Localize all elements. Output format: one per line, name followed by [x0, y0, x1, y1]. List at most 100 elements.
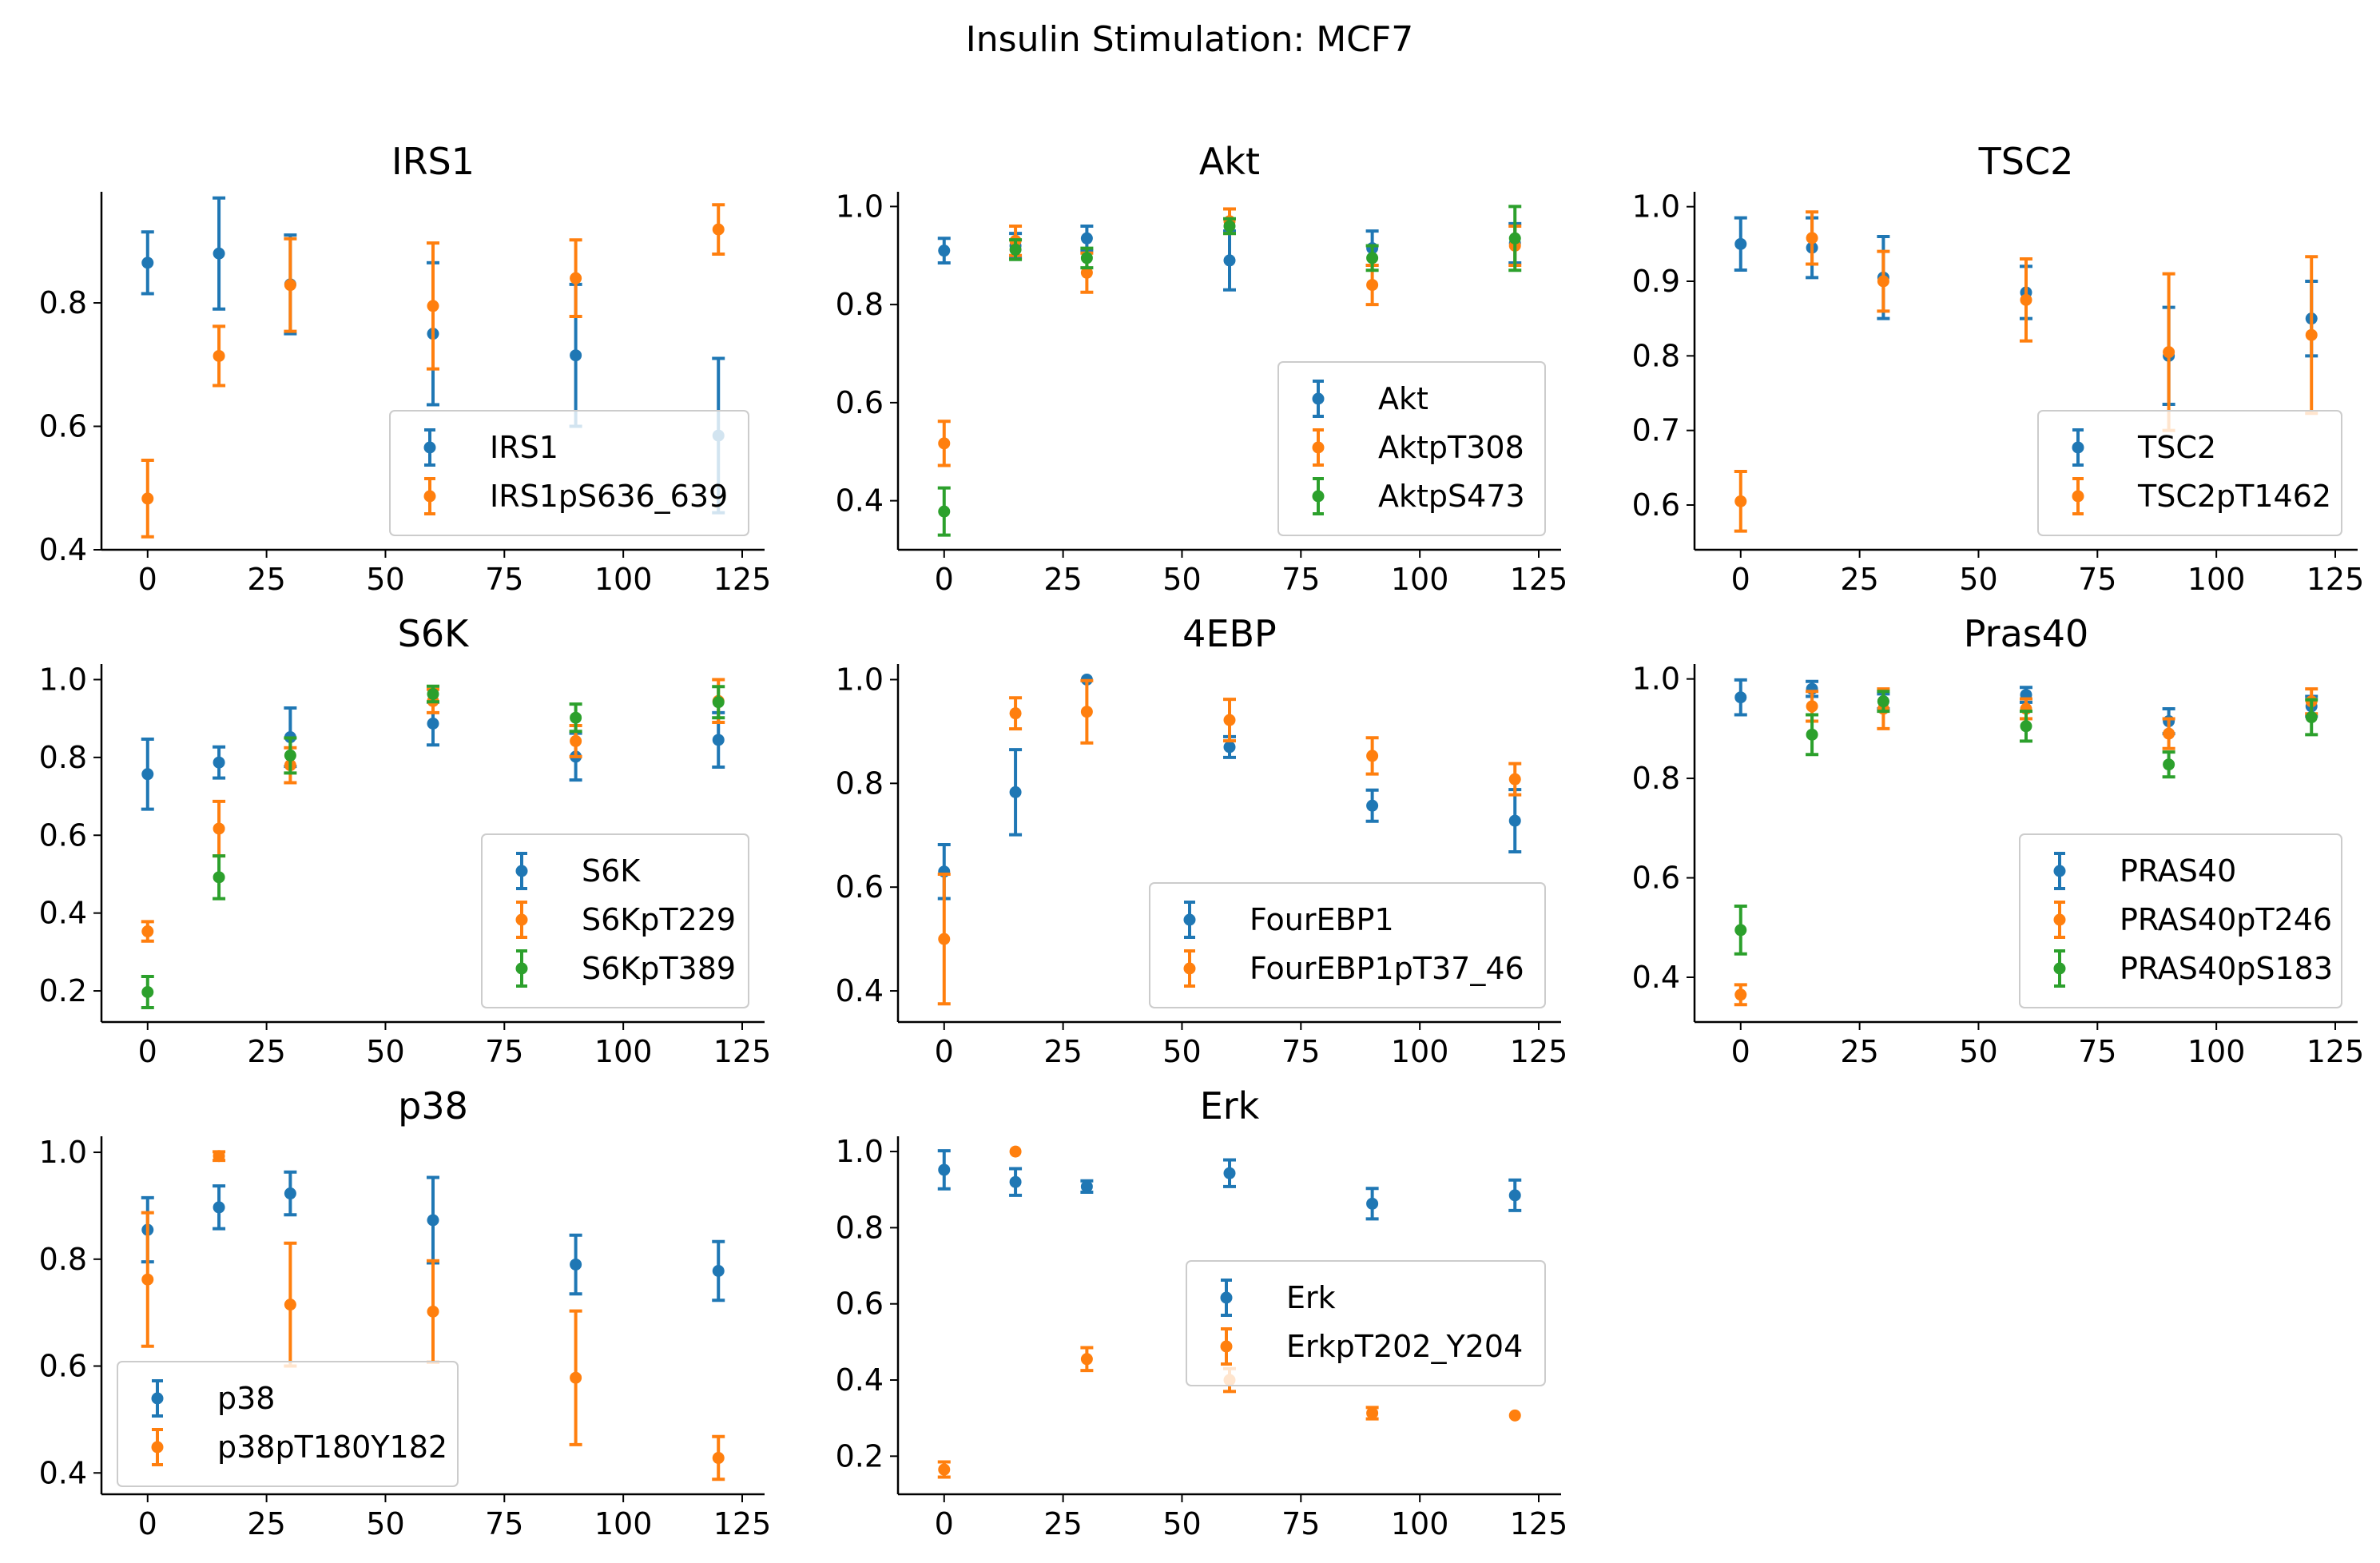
- y-tick-label: 0.4: [1632, 960, 1680, 995]
- y-tick-label: 1.0: [836, 1134, 884, 1169]
- data-point: [1009, 1175, 1022, 1188]
- y-tick-label: 0.8: [836, 1210, 884, 1245]
- panel-title: TSC2: [1978, 140, 2074, 183]
- data-point: [1508, 232, 1521, 245]
- panels: IRS1 0 25 50 75 100 125 0.4 0.6 0.8 IRS1 IRS1pS636_…: [39, 140, 2365, 1541]
- legend: Erk ErkpT202_Y204: [1186, 1260, 1546, 1386]
- x-tick-label: 0: [138, 1034, 157, 1069]
- legend-marker-dot: [1312, 490, 1325, 503]
- legend-marker-dot: [151, 1392, 164, 1405]
- x-tick-label: 125: [2306, 562, 2365, 597]
- data-point: [2163, 727, 2175, 740]
- y-tick-label: 0.6: [836, 385, 884, 420]
- data-point: [938, 933, 951, 945]
- data-point: [570, 349, 582, 362]
- data-point: [427, 687, 439, 700]
- x-tick-label: 0: [935, 1034, 954, 1069]
- data-point: [1366, 279, 1379, 292]
- y-tick-label: 0.8: [1632, 761, 1680, 796]
- x-tick-label: 100: [594, 1034, 653, 1069]
- x-tick-label: 75: [2078, 562, 2116, 597]
- legend-frame: [117, 1361, 459, 1487]
- x-tick-label: 25: [247, 1506, 285, 1541]
- legend-frame: [1149, 882, 1546, 1008]
- data-point: [284, 749, 296, 762]
- legend-label: PRAS40: [2120, 853, 2236, 889]
- data-point: [1877, 695, 1889, 708]
- legend: IRS1 IRS1pS636_639: [389, 410, 749, 536]
- y-tick-label: 1.0: [39, 662, 87, 697]
- legend-marker-dot: [1220, 1291, 1233, 1304]
- data-point: [938, 1163, 951, 1176]
- panel-title: S6K: [398, 612, 470, 655]
- legend-marker-dot: [423, 441, 436, 454]
- x-tick-label: 0: [935, 1506, 954, 1541]
- data-point: [1080, 1353, 1093, 1366]
- y-tick-label: 1.0: [836, 189, 884, 224]
- data-point: [1223, 741, 1236, 754]
- data-point: [284, 279, 296, 292]
- legend-frame: [1186, 1260, 1546, 1386]
- legend-frame: [389, 410, 749, 536]
- y-tick-label: 0.8: [39, 285, 87, 320]
- x-tick-label: 125: [713, 1034, 772, 1069]
- data-point: [1009, 707, 1022, 720]
- data-point: [1508, 773, 1521, 785]
- y-tick-label: 0.6: [836, 1287, 884, 1322]
- legend-marker-dot: [1183, 962, 1196, 975]
- y-tick-label: 0.6: [39, 817, 87, 853]
- data-point: [938, 437, 951, 450]
- y-tick-label: 0.4: [39, 1455, 87, 1490]
- data-point: [141, 257, 154, 269]
- data-point: [213, 247, 225, 260]
- x-tick-label: 0: [1731, 562, 1750, 597]
- data-point: [938, 505, 951, 518]
- x-tick-label: 50: [366, 1034, 404, 1069]
- x-tick-label: 25: [1840, 1034, 1878, 1069]
- data-point: [1734, 495, 1747, 507]
- data-point: [712, 223, 725, 236]
- data-point: [1223, 714, 1236, 726]
- x-tick-label: 75: [485, 1506, 523, 1541]
- data-point: [213, 1150, 225, 1163]
- x-tick-label: 100: [1391, 562, 1449, 597]
- legend-label: IRS1pS636_639: [490, 479, 728, 514]
- y-tick-label: 0.2: [836, 1438, 884, 1474]
- y-tick-label: 0.6: [1632, 487, 1680, 523]
- y-tick-label: 0.8: [836, 766, 884, 801]
- data-point: [1366, 1406, 1379, 1419]
- data-point: [213, 756, 225, 769]
- data-point: [1009, 1145, 1022, 1158]
- x-tick-label: 100: [594, 1506, 653, 1541]
- y-tick-label: 0.2: [39, 973, 87, 1008]
- y-tick-label: 0.4: [39, 532, 87, 567]
- x-tick-label: 75: [1281, 1034, 1320, 1069]
- panel-erk: Erk 0 25 50 75 100 125 0.2 0.4 0.6 0.8 1.0 Erk ErkpT2…: [836, 1084, 1568, 1541]
- legend-marker-dot: [151, 1441, 164, 1454]
- data-point: [427, 300, 439, 312]
- data-point: [570, 711, 582, 724]
- legend-label: S6K: [582, 853, 641, 889]
- series-TSC2pT1462: [1734, 210, 2318, 533]
- x-tick-label: 100: [1391, 1034, 1449, 1069]
- panel-title: Pras40: [1964, 612, 2089, 655]
- x-tick-label: 75: [1281, 1506, 1320, 1541]
- data-point: [427, 1214, 439, 1227]
- x-tick-label: 100: [2187, 1034, 2246, 1069]
- y-tick-label: 1.0: [1632, 662, 1680, 697]
- series-AktpS473: [937, 205, 1522, 537]
- y-tick-label: 0.8: [836, 287, 884, 322]
- x-tick-label: 25: [1840, 562, 1878, 597]
- figure-suptitle: Insulin Stimulation: MCF7: [966, 19, 1413, 60]
- legend-label: IRS1: [490, 430, 558, 465]
- data-point: [427, 1305, 439, 1318]
- legend-marker-dot: [2053, 962, 2066, 975]
- x-tick-label: 50: [1959, 562, 1997, 597]
- data-point: [1366, 799, 1379, 812]
- data-point: [1366, 252, 1379, 264]
